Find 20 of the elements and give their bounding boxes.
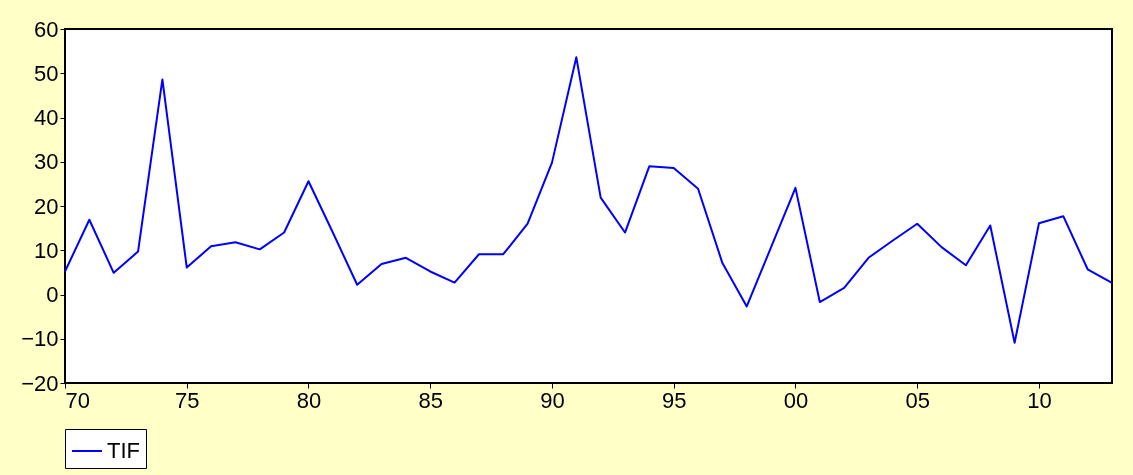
y-tick-label: 60 bbox=[34, 16, 59, 42]
x-tick-label: 10 bbox=[1027, 387, 1052, 413]
y-tick-label: −20 bbox=[21, 370, 59, 396]
x-tick-label: 00 bbox=[783, 387, 809, 413]
y-tick-label: 30 bbox=[34, 149, 59, 175]
x-tick-label: 70 bbox=[65, 387, 90, 413]
legend-label: TIF bbox=[107, 438, 140, 463]
y-tick-label: −10 bbox=[21, 326, 59, 352]
y-tick-label: 40 bbox=[34, 105, 59, 130]
y-tick-label: 0 bbox=[46, 282, 59, 307]
x-tick-label: 95 bbox=[661, 387, 687, 413]
x-tick-label: 75 bbox=[175, 387, 200, 413]
x-tick-label: 85 bbox=[418, 387, 443, 413]
x-tick-label: 80 bbox=[296, 387, 322, 413]
y-tick-label: 50 bbox=[34, 60, 59, 86]
y-tick-label: 20 bbox=[34, 193, 59, 219]
x-tick-label: 90 bbox=[540, 387, 565, 413]
y-tick-label: 10 bbox=[34, 237, 59, 263]
line-series bbox=[64, 56, 1113, 344]
x-tick-label: 05 bbox=[905, 387, 930, 413]
